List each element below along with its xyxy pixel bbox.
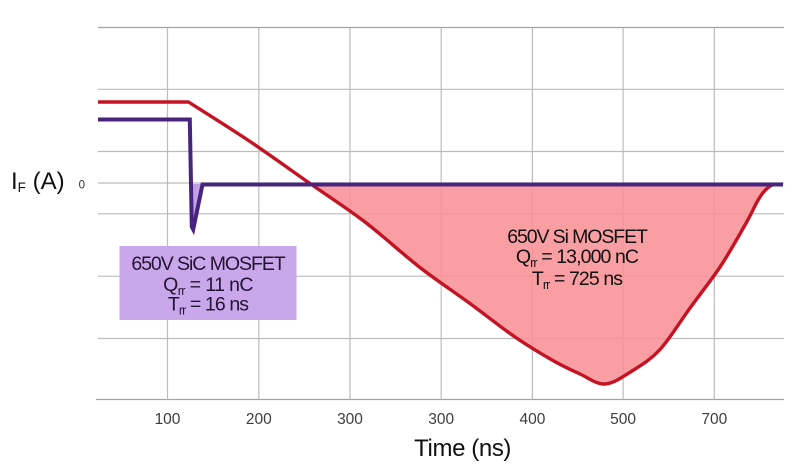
svg-text:650V Si MOSFET: 650V Si MOSFET <box>507 226 648 248</box>
svg-text:100: 100 <box>155 411 181 428</box>
svg-text:IF (A): IF (A) <box>11 168 65 195</box>
svg-text:650V SiC MOSFET: 650V SiC MOSFET <box>131 253 285 275</box>
svg-text:700: 700 <box>701 411 727 428</box>
svg-text:200: 200 <box>246 411 272 428</box>
svg-text:Qrr = 13,000 nC: Qrr = 13,000 nC <box>516 246 639 270</box>
svg-text:300: 300 <box>428 411 454 428</box>
svg-text:400: 400 <box>519 411 545 428</box>
svg-text:Time (ns): Time (ns) <box>414 435 511 462</box>
svg-text:0: 0 <box>79 180 85 192</box>
svg-text:500: 500 <box>610 411 636 428</box>
svg-text:300: 300 <box>337 411 363 428</box>
